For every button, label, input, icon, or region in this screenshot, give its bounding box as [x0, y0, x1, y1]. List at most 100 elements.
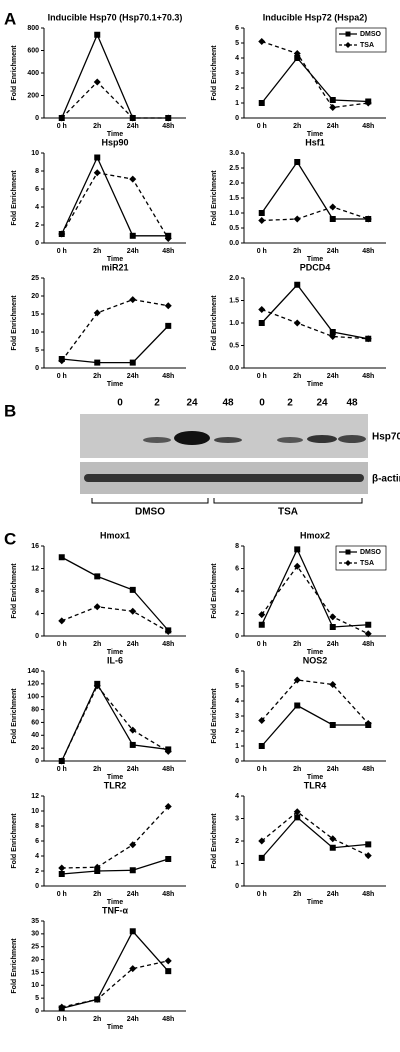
y-tick-label: 16 [31, 543, 39, 550]
y-tick-label: 5 [35, 995, 39, 1002]
chart-title: TNF-α [102, 905, 128, 915]
y-tick-label: 25 [31, 275, 39, 282]
marker [94, 573, 101, 580]
y-tick-label: 35 [31, 918, 39, 925]
y-tick-label: 6 [235, 25, 239, 32]
y-tick-label: 0.0 [229, 240, 239, 247]
x-axis-label: Time [307, 131, 323, 138]
marker [129, 867, 136, 874]
x-tick-label: 48h [362, 641, 374, 648]
marker [293, 50, 301, 57]
x-tick-label: 2h [293, 123, 301, 130]
y-tick-label: 0.5 [229, 342, 239, 349]
y-tick-label: 0.5 [229, 225, 239, 232]
y-axis-label: Fold Enrichment [11, 295, 18, 351]
marker [258, 306, 266, 313]
marker [364, 720, 372, 727]
marker [294, 55, 301, 61]
marker [164, 747, 172, 755]
y-tick-label: 15 [31, 969, 39, 976]
y-tick-label: 20 [31, 956, 39, 963]
y-tick-label: 10 [31, 808, 39, 815]
y-tick-label: 0 [235, 115, 239, 122]
lane-label: 24 [186, 398, 198, 409]
y-tick-label: 0 [35, 758, 39, 765]
marker [93, 995, 101, 1003]
marker [329, 333, 337, 340]
x-tick-label: 24h [327, 641, 339, 648]
x-tick-label: 48h [362, 766, 374, 773]
x-tick-label: 0 h [57, 123, 67, 130]
x-tick-label: 2h [93, 123, 101, 130]
y-tick-label: 0.0 [229, 365, 239, 372]
y-tick-label: 2 [235, 728, 239, 735]
marker [129, 726, 137, 734]
y-tick-label: 4 [235, 698, 239, 705]
marker [93, 169, 101, 177]
y-tick-label: 0 [235, 883, 239, 890]
x-tick-label: 2h [93, 641, 101, 648]
series-line [261, 160, 369, 220]
y-tick-label: 10 [31, 329, 39, 336]
x-tick-label: 24h [127, 123, 139, 130]
x-tick-label: 2h [293, 373, 301, 380]
marker [58, 757, 66, 765]
chart-title: PDCD4 [300, 262, 331, 272]
marker [93, 863, 101, 871]
y-tick-label: 200 [27, 92, 39, 99]
marker [329, 216, 336, 222]
x-tick-label: 48h [362, 123, 374, 130]
x-tick-label: 48h [162, 766, 174, 773]
x-tick-label: 0 h [57, 641, 67, 648]
y-tick-label: 6 [235, 565, 239, 572]
series-line [261, 206, 369, 222]
y-tick-label: 4 [235, 55, 239, 62]
y-tick-label: 1.5 [229, 297, 239, 304]
y-tick-label: 8 [235, 543, 239, 550]
lane-label: 2 [287, 398, 293, 409]
series-line [61, 858, 169, 875]
y-tick-label: 2 [35, 868, 39, 875]
x-axis-label: Time [307, 774, 323, 781]
marker [58, 230, 66, 238]
y-tick-label: 3 [235, 713, 239, 720]
group-label: TSA [278, 507, 298, 518]
y-tick-label: 120 [27, 681, 39, 688]
series-line [61, 806, 169, 869]
y-axis-label: Fold Enrichment [211, 813, 218, 869]
marker [258, 854, 265, 861]
y-tick-label: 15 [31, 311, 39, 318]
x-tick-label: 2h [93, 891, 101, 898]
band [214, 437, 242, 443]
y-tick-label: 25 [31, 944, 39, 951]
y-tick-label: 400 [27, 70, 39, 77]
y-tick-label: 0 [235, 758, 239, 765]
x-tick-label: 0 h [57, 373, 67, 380]
x-tick-label: 24h [127, 248, 139, 255]
marker [329, 97, 336, 103]
y-tick-label: 12 [31, 565, 39, 572]
series-line [61, 606, 169, 633]
y-tick-label: 80 [31, 706, 39, 713]
marker [164, 628, 172, 635]
marker [258, 320, 265, 326]
marker [164, 114, 172, 122]
x-tick-label: 24h [327, 123, 339, 130]
x-tick-label: 0 h [57, 248, 67, 255]
marker [58, 114, 66, 122]
x-axis-label: Time [107, 774, 123, 781]
y-tick-label: 5 [35, 347, 39, 354]
y-axis-label: Fold Enrichment [211, 45, 218, 101]
y-tick-label: 4 [235, 793, 239, 800]
y-tick-label: 3.0 [229, 150, 239, 157]
series-line [61, 930, 169, 1010]
y-tick-label: 4 [35, 204, 39, 211]
x-axis-label: Time [107, 1024, 123, 1031]
series-line [61, 33, 169, 119]
x-axis-label: Time [307, 899, 323, 906]
chart-title: TLR2 [104, 780, 127, 790]
series-line [61, 298, 169, 362]
x-tick-label: 2h [93, 766, 101, 773]
x-tick-label: 0 h [57, 891, 67, 898]
marker [129, 232, 136, 239]
